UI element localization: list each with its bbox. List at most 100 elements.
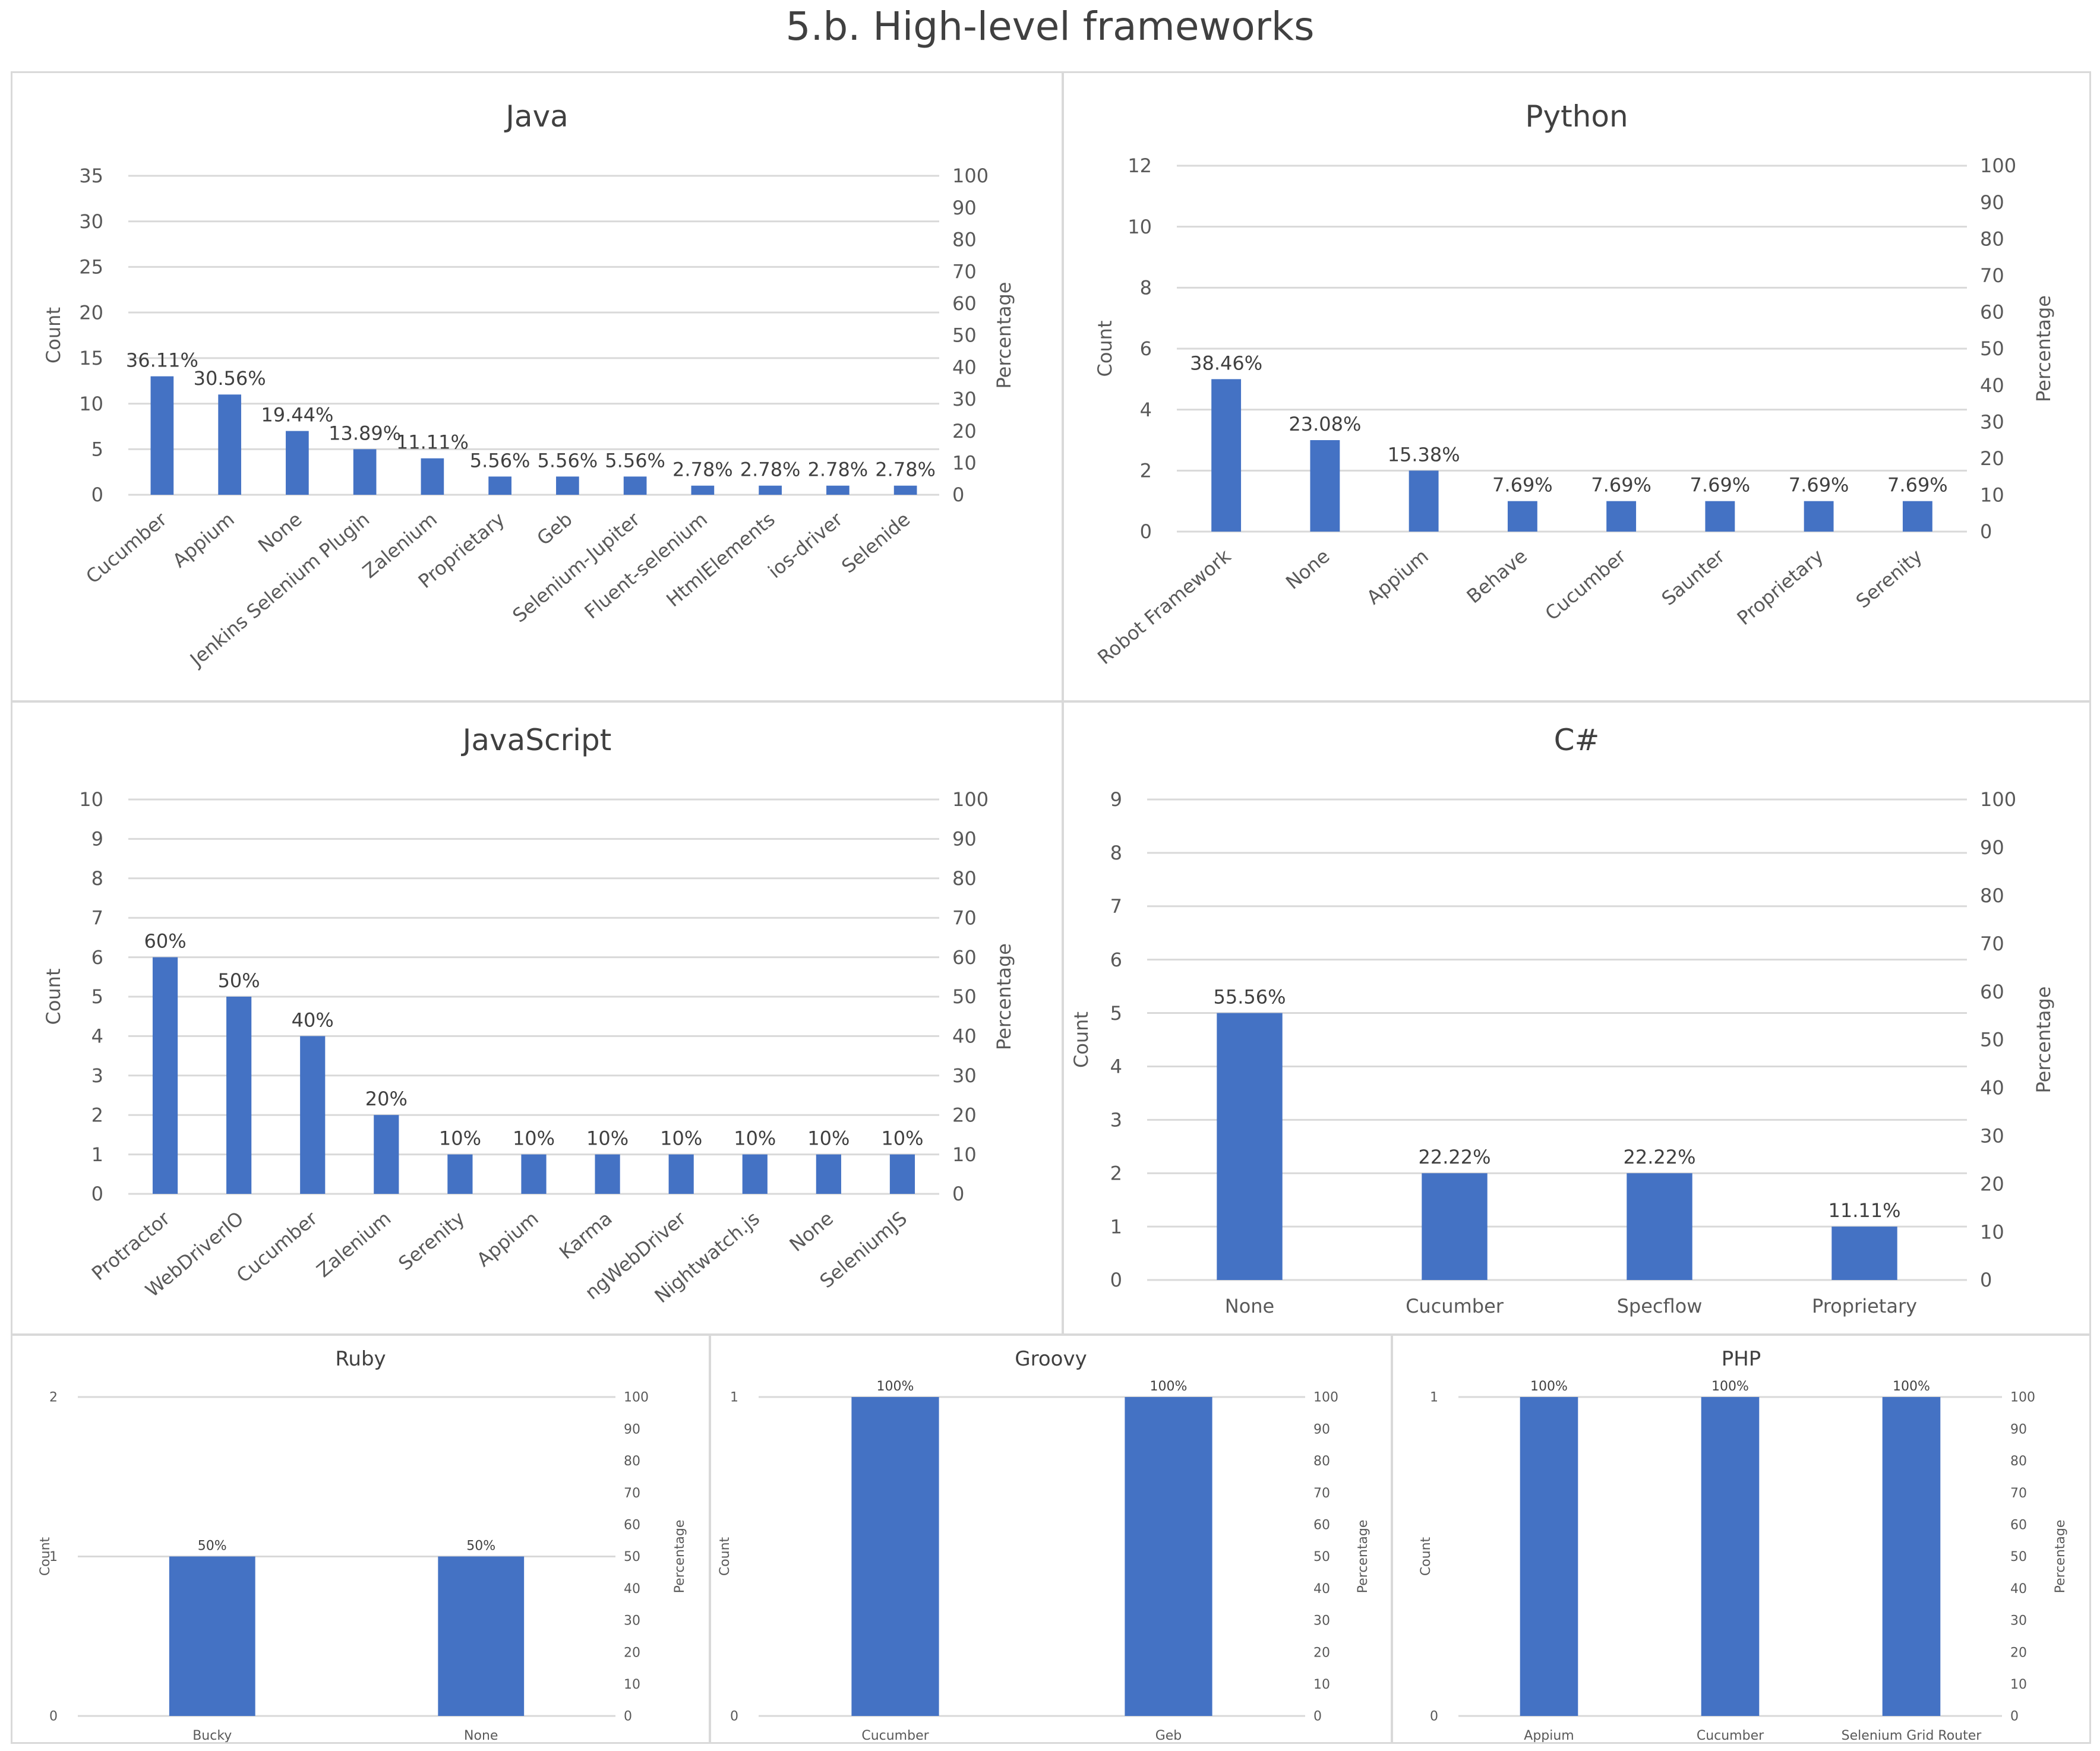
y-tick-label: 10 <box>1128 216 1152 238</box>
y2-tick-label: 100 <box>952 165 989 187</box>
bar-htmlelements <box>759 485 782 495</box>
y2-tick-label: 60 <box>952 292 977 315</box>
y2-tick-label: 30 <box>2010 1614 2027 1629</box>
y-axis-title: Count <box>1094 320 1116 377</box>
y-tick-label: 10 <box>79 393 103 415</box>
category-label: Appium <box>168 508 239 572</box>
category-label: Bucky <box>192 1728 232 1742</box>
y-tick-label: 6 <box>1140 337 1152 360</box>
y-tick-label: 12 <box>1128 154 1152 177</box>
y-tick-label: 30 <box>79 210 103 233</box>
y2-tick-label: 10 <box>1980 484 2004 507</box>
y2-tick-label: 20 <box>1313 1645 1330 1660</box>
bar-cucumber <box>1701 1397 1760 1716</box>
bar-proprietary <box>1831 1227 1897 1280</box>
bar-ios-driver <box>826 485 850 495</box>
y2-tick-label: 40 <box>952 1025 977 1048</box>
y-tick-label: 4 <box>1140 399 1152 421</box>
y2-tick-label: 80 <box>952 867 977 890</box>
y-tick-label: 15 <box>79 347 103 369</box>
y2-tick-label: 70 <box>1313 1486 1330 1501</box>
y2-tick-label: 70 <box>952 906 977 929</box>
y-tick-label: 4 <box>91 1025 103 1048</box>
y-tick-label: 35 <box>79 165 103 187</box>
y2-tick-label: 100 <box>1980 788 2016 811</box>
data-label: 10% <box>881 1127 923 1150</box>
page-title: 5.b. High-level frameworks <box>785 4 1315 49</box>
category-label: Cucumber <box>232 1206 322 1287</box>
y2-tick-label: 40 <box>1313 1582 1330 1597</box>
y2-axis-title: Percentage <box>993 282 1015 388</box>
y2-tick-label: 20 <box>952 1104 977 1126</box>
category-label: None <box>1225 1295 1274 1317</box>
y2-tick-label: 90 <box>952 197 977 219</box>
bar-ngwebdriver <box>668 1154 694 1194</box>
y2-tick-label: 90 <box>1980 191 2004 214</box>
y2-tick-label: 70 <box>1980 264 2004 287</box>
y-tick-label: 25 <box>79 256 103 279</box>
y-tick-label: 8 <box>1110 842 1122 864</box>
bar-none <box>286 431 309 495</box>
y2-tick-label: 30 <box>952 388 977 410</box>
data-label: 100% <box>877 1379 914 1394</box>
y-axis-title: Count <box>42 968 65 1025</box>
chart-svg-python: Python 0 2 4 6 8 10 12 0 10 20 30 40 50 60 70 80 90 100 Cou… <box>1093 99 2055 669</box>
bar-none <box>1217 1013 1283 1280</box>
bar-none <box>816 1154 841 1194</box>
category-label: Selenium-Jupiter <box>508 507 644 627</box>
bar-nightwatch-js <box>742 1154 768 1194</box>
category-label: Karma <box>555 1207 617 1264</box>
data-label: 36.11% <box>126 349 198 372</box>
y2-tick-label: 0 <box>1980 520 1992 543</box>
y-axis-title: Count <box>42 307 65 364</box>
data-label: 30.56% <box>194 367 266 390</box>
data-label: 5.56% <box>605 449 665 472</box>
y-tick-label: 2 <box>49 1390 58 1405</box>
chart-title: PHP <box>1722 1347 1761 1371</box>
data-label: 19.44% <box>261 404 333 426</box>
bar-zalenium <box>374 1115 399 1194</box>
category-label: None <box>254 508 306 557</box>
y2-tick-label: 70 <box>624 1486 640 1501</box>
data-label: 10% <box>660 1127 702 1150</box>
y2-tick-label: 80 <box>2010 1454 2027 1469</box>
chart-panel-php: PHP 0 1 0 10 20 30 40 50 60 70 80 90 100 Count Percenta… <box>1391 1334 2091 1744</box>
bar-karma <box>595 1154 620 1194</box>
data-label: 13.89% <box>329 422 401 444</box>
chart-title: Python <box>1525 99 1628 134</box>
bar-none <box>1310 440 1340 532</box>
y2-tick-label: 80 <box>624 1454 640 1469</box>
data-label: 2.78% <box>808 459 869 481</box>
category-label: Behave <box>1463 545 1531 608</box>
y-tick-label: 6 <box>1110 949 1122 971</box>
y2-tick-label: 70 <box>1980 933 2004 955</box>
y-tick-label: 5 <box>91 438 103 460</box>
data-label: 10% <box>513 1127 555 1150</box>
data-label: 55.56% <box>1213 986 1286 1009</box>
y2-tick-label: 50 <box>2010 1550 2027 1564</box>
y-tick-label: 2 <box>1110 1162 1122 1184</box>
category-label: Cucumber <box>1541 544 1631 625</box>
y2-tick-label: 40 <box>2010 1582 2027 1597</box>
y2-tick-label: 90 <box>624 1422 640 1437</box>
bar-webdriverio <box>226 997 252 1194</box>
y2-tick-label: 90 <box>2010 1422 2027 1437</box>
data-label: 15.38% <box>1388 443 1460 466</box>
category-label: None <box>464 1728 498 1742</box>
data-label: 7.69% <box>1690 474 1751 497</box>
y-tick-label: 10 <box>79 788 103 811</box>
y-tick-label: 3 <box>1110 1109 1122 1131</box>
chart-title: Groovy <box>1015 1347 1087 1371</box>
data-label: 10% <box>807 1127 850 1150</box>
y2-tick-label: 30 <box>1313 1614 1330 1629</box>
category-label: Saunter <box>1657 544 1729 610</box>
bar-selenium-grid-router <box>1882 1397 1941 1716</box>
y-tick-label: 7 <box>1110 895 1122 918</box>
chart-title: Java <box>504 99 569 134</box>
data-label: 100% <box>1711 1379 1749 1394</box>
y-tick-label: 4 <box>1110 1055 1122 1078</box>
y2-tick-label: 40 <box>952 356 977 378</box>
